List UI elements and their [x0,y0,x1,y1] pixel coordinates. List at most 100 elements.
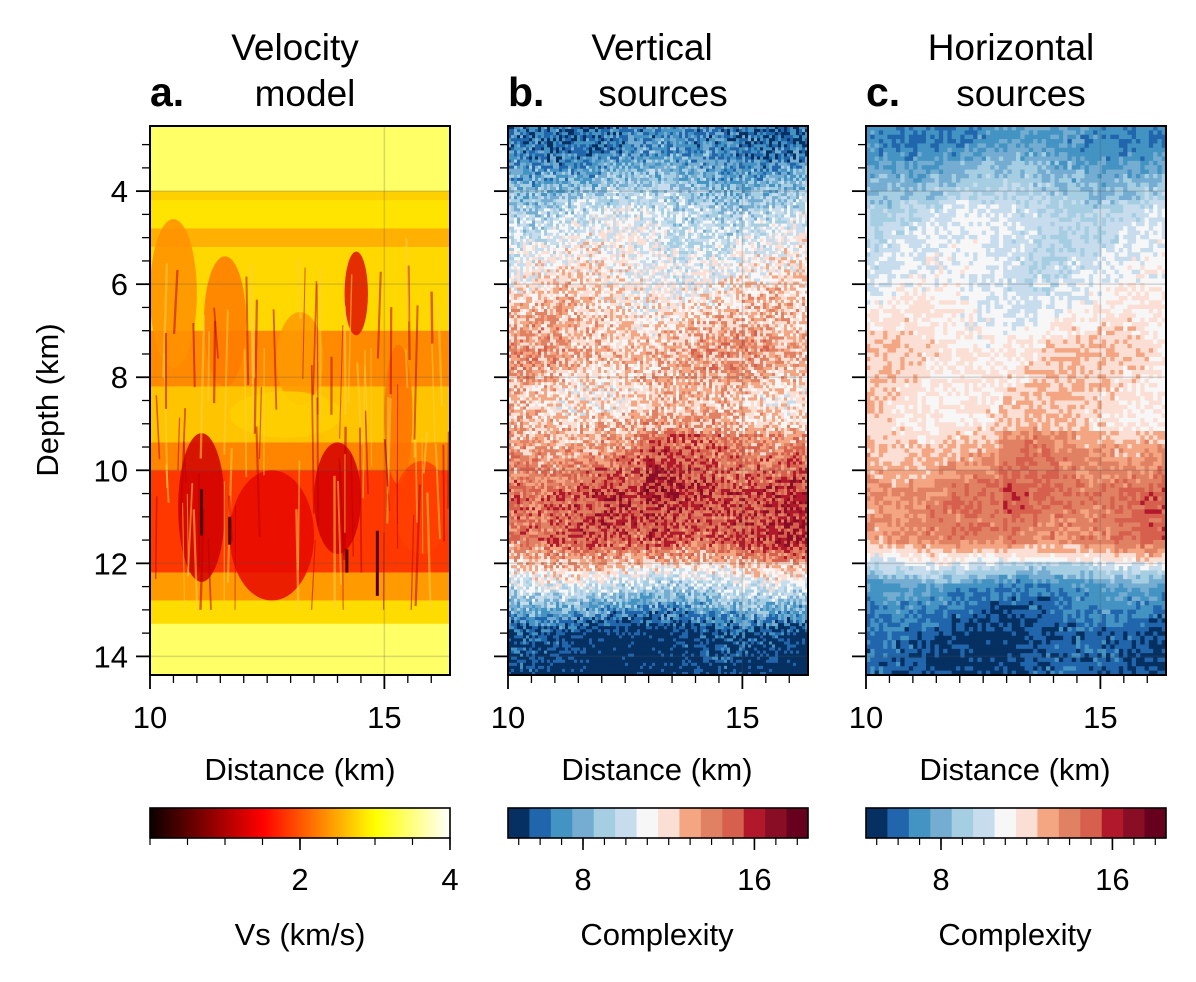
complexity-cell [733,162,737,167]
complexity-cell [751,183,755,188]
complexity-cell [721,174,725,179]
complexity-cell [628,174,632,179]
complexity-cell [589,147,593,151]
complexity-cell [637,144,641,148]
complexity-cell [586,150,590,155]
complexity-cell [778,132,782,136]
complexity-cell [724,144,728,148]
complexity-cell [586,156,590,161]
complexity-cell [514,129,518,133]
complexity-cell [760,196,764,200]
complexity-cell [523,147,527,151]
complexity-cell [697,171,701,176]
complexity-cell [628,180,632,185]
complexity-cell [802,202,806,206]
complexity-cell [667,132,671,136]
complexity-cell [739,205,743,209]
complexity-cell [712,132,716,136]
complexity-cell [712,183,716,188]
complexity-cell [805,199,808,203]
complexity-cell [703,171,707,176]
complexity-cell [727,162,731,167]
complexity-cell [511,193,515,197]
complexity-cell [562,177,566,182]
complexity-cell [622,187,626,191]
complexity-cell [577,132,581,136]
complexity-cell [568,193,572,197]
complexity-cell [670,129,674,133]
complexity-cell [661,126,665,130]
complexity-cell [571,187,575,191]
complexity-cell [637,187,641,191]
complexity-cell [748,162,752,167]
complexity-cell [736,205,740,209]
complexity-cell [682,156,686,161]
complexity-cell [676,156,680,161]
complexity-cell [652,141,656,145]
complexity-cell [550,177,554,182]
complexity-cell [796,187,800,191]
complexity-cell [610,147,614,151]
panel-b: b. Vertical sources 10 15 Distance (km) 8… [491,27,809,952]
complexity-cell [703,138,707,142]
complexity-cell [724,150,728,155]
complexity-cell [736,183,740,188]
complexity-cell [760,156,764,161]
complexity-cell [556,135,560,139]
complexity-cell [577,199,581,203]
complexity-cell [526,156,530,161]
complexity-cell [520,171,524,176]
complexity-cell [580,177,584,182]
complexity-cell [700,193,704,197]
complexity-cell [730,135,734,139]
complexity-cell [775,168,779,173]
complexity-cell [640,147,644,151]
complexity-cell [727,171,731,176]
complexity-cell [583,180,587,185]
complexity-cell [802,132,806,136]
complexity-cell [526,193,530,197]
complexity-cell [535,190,539,194]
complexity-cell [736,177,740,182]
complexity-cell [751,141,755,145]
complexity-cell [631,180,635,185]
complexity-cell [700,132,704,136]
complexity-cell [649,156,653,161]
complexity-cell [655,159,659,164]
complexity-cell [790,162,794,167]
complexity-cell [769,138,773,142]
complexity-cell [706,174,710,179]
complexity-cell [625,147,629,151]
velocity-streak [437,304,444,406]
complexity-cell [589,141,593,145]
complexity-cell [550,196,554,200]
complexity-cell [580,168,584,173]
complexity-cell [691,190,695,194]
complexity-cell [538,183,542,188]
complexity-cell [514,132,518,136]
complexity-cell [643,162,647,167]
complexity-cell [751,159,755,164]
complexity-cell [775,144,779,148]
complexity-cell [568,168,572,173]
complexity-cell [508,162,512,167]
complexity-cell [553,147,557,151]
complexity-cell [553,202,557,206]
complexity-cell [547,174,551,179]
complexity-cell [595,196,599,200]
complexity-cell [691,202,695,206]
complexity-cell [763,193,767,197]
complexity-cell [700,187,704,191]
complexity-cell [613,199,617,203]
complexity-cell [640,129,644,133]
complexity-cell [754,129,758,133]
complexity-cell [598,144,602,148]
complexity-cell [796,132,800,136]
complexity-cell [709,129,713,133]
complexity-cell [739,196,743,200]
complexity-cell [640,193,644,197]
complexity-cell [697,199,701,203]
complexity-cell [538,132,542,136]
complexity-cell [751,187,755,191]
